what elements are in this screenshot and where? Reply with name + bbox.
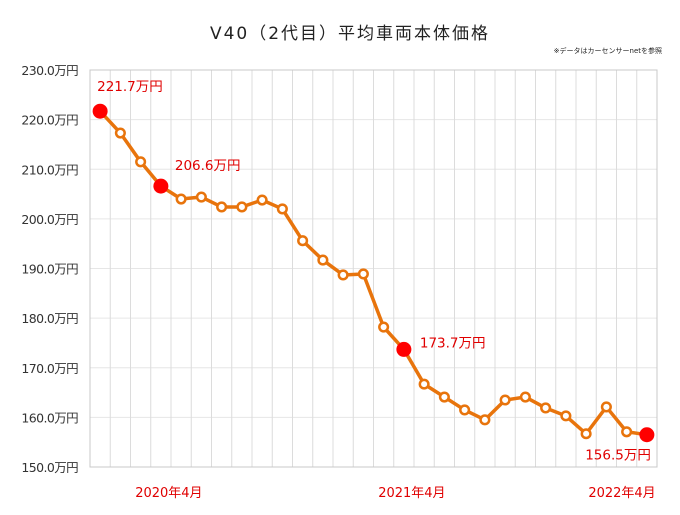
highlight-point	[396, 341, 412, 357]
plot-border	[89, 69, 658, 468]
data-point	[135, 156, 147, 168]
series-line	[98, 109, 648, 437]
data-point	[236, 201, 248, 213]
data-point	[621, 426, 633, 438]
data-point	[216, 201, 228, 213]
chart-title: V40（2代目）平均車両本体価格	[210, 24, 490, 44]
y-tick-label: 200.0万円	[21, 212, 78, 227]
y-tick-label: 220.0万円	[21, 113, 78, 128]
data-label: 156.5万円	[585, 448, 651, 464]
data-point	[175, 193, 187, 205]
chart-note: ※データはカーセンサーnetを参照	[554, 46, 662, 55]
data-point	[378, 321, 390, 333]
x-tick-label: 2022年4月	[588, 486, 655, 501]
y-tick-label: 170.0万円	[21, 361, 78, 376]
data-point	[256, 194, 268, 206]
data-point	[600, 401, 612, 413]
data-point	[438, 391, 450, 403]
data-point	[317, 254, 329, 266]
x-tick-label: 2021年4月	[378, 486, 445, 501]
data-point	[540, 402, 552, 414]
data-point	[580, 428, 592, 440]
data-point	[499, 394, 511, 406]
y-tick-label: 230.0万円	[21, 63, 78, 78]
y-tick-label: 150.0万円	[21, 460, 78, 475]
data-point	[195, 191, 207, 203]
data-label: 173.7万円	[420, 335, 486, 351]
y-tick-label: 190.0万円	[21, 262, 78, 277]
data-point	[519, 391, 531, 403]
highlight-point	[92, 103, 108, 119]
data-point	[357, 268, 369, 280]
data-label: 206.6万円	[175, 158, 241, 174]
data-point	[418, 378, 430, 390]
y-tick-label: 160.0万円	[21, 410, 78, 425]
x-tick-label: 2020年4月	[135, 486, 202, 501]
highlight-point	[153, 178, 169, 194]
data-point	[297, 235, 309, 247]
data-label: 221.7万円	[97, 79, 163, 95]
data-point	[479, 414, 491, 426]
data-point	[459, 404, 471, 416]
data-point	[560, 410, 572, 422]
y-tick-label: 210.0万円	[21, 162, 78, 177]
y-tick-label: 180.0万円	[21, 311, 78, 326]
data-point	[337, 269, 349, 281]
highlight-point	[639, 427, 655, 443]
data-point	[114, 127, 126, 139]
data-point	[276, 203, 288, 215]
